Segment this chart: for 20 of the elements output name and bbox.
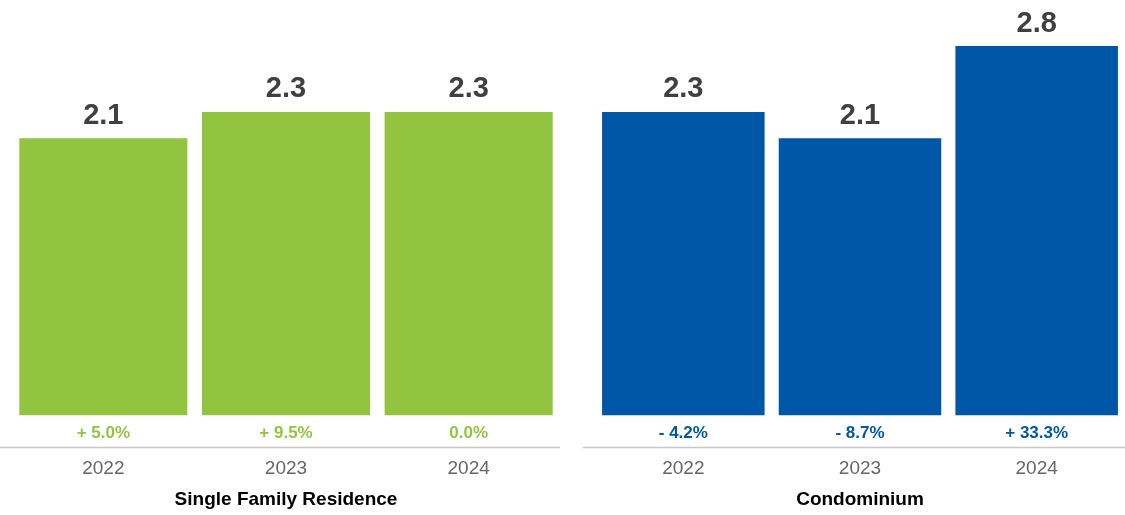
x-axis-title: Condominium	[796, 487, 924, 509]
text: + 5.0%	[76, 423, 131, 443]
text: + 33.3%	[1005, 423, 1069, 443]
text: 0.0%	[449, 423, 489, 443]
x-tick-label: 2022	[662, 457, 705, 479]
x-tick-label: 2023	[264, 457, 308, 479]
data-label: 2.3	[265, 71, 307, 104]
text: - 4.2%	[658, 423, 708, 443]
data-label: 2.8	[1016, 5, 1057, 38]
text: - 8.7%	[835, 423, 885, 443]
x-tick-label: 2024	[447, 457, 491, 479]
data-label: 2.1	[839, 97, 881, 130]
x-tick-label: 2024	[1015, 457, 1059, 479]
data-label: 2.1	[83, 97, 124, 130]
x-tick-label: 2023	[838, 457, 882, 479]
text: + 9.5%	[259, 423, 313, 443]
x-tick-label: 2022	[82, 457, 125, 479]
data-label: 2.3	[663, 71, 704, 104]
data-label: 2.3	[448, 71, 489, 104]
x-axis-title: Single Family Residence	[174, 487, 398, 509]
